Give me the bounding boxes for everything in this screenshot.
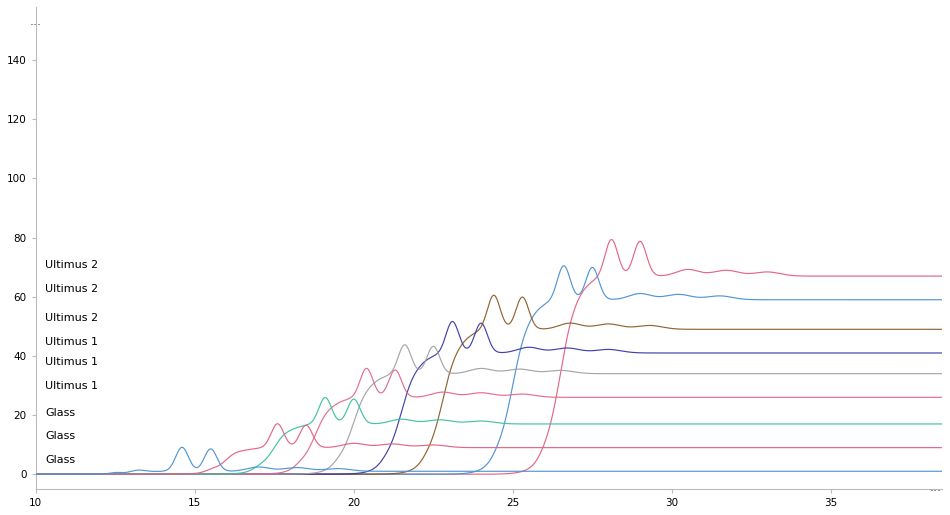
Text: Ultimus 2: Ultimus 2 (46, 313, 99, 323)
Text: Ultimus 1: Ultimus 1 (46, 357, 98, 367)
Text: ...: ... (29, 15, 42, 28)
Text: Ultimus 2: Ultimus 2 (46, 283, 99, 294)
Text: ...: ... (930, 481, 941, 494)
Text: Ultimus 2: Ultimus 2 (46, 260, 99, 270)
Text: Ultimus 1: Ultimus 1 (46, 381, 98, 391)
Text: Glass: Glass (46, 455, 75, 465)
Text: Ultimus 1: Ultimus 1 (46, 337, 98, 347)
Text: Glass: Glass (46, 432, 75, 441)
Text: Glass: Glass (46, 408, 75, 418)
